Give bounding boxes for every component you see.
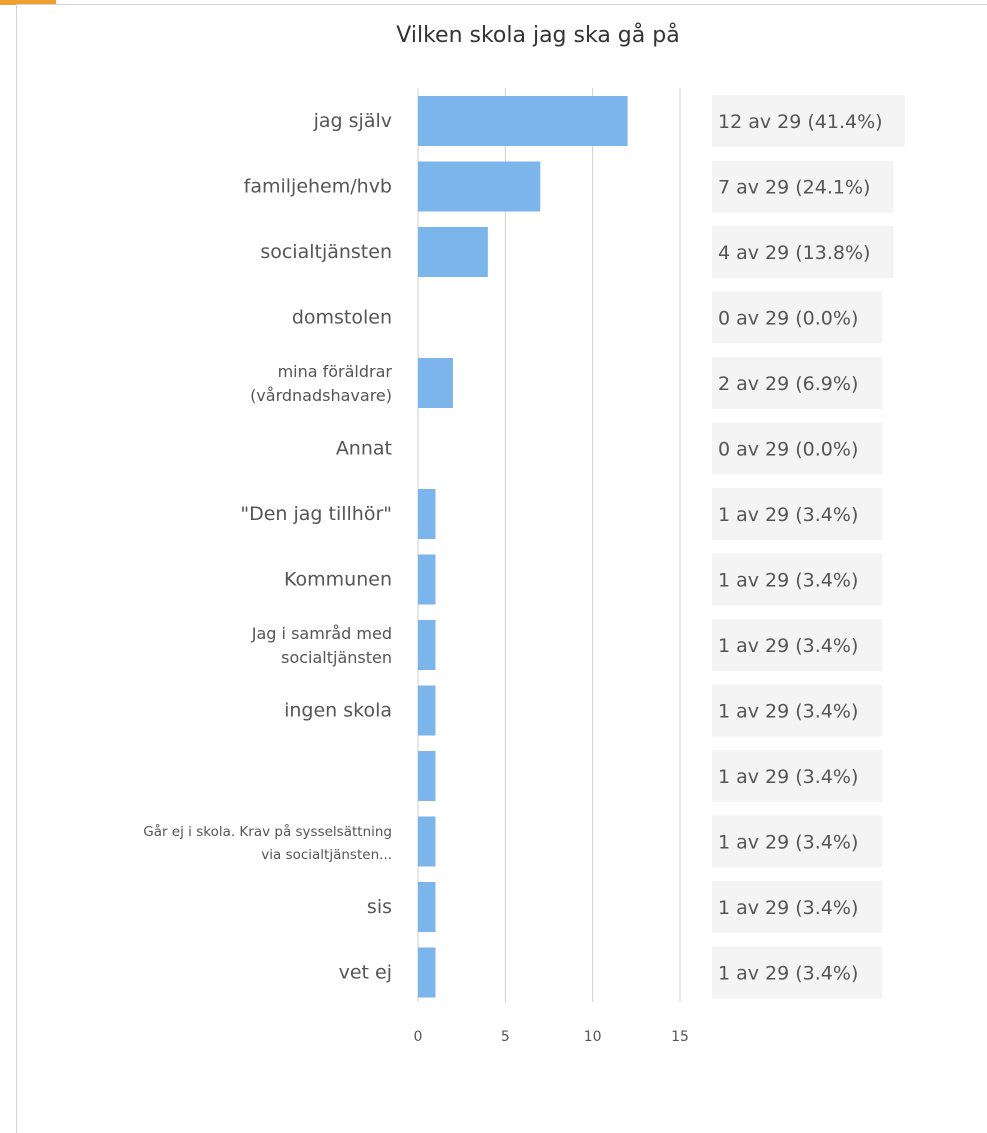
x-tick-label-1: 5 [501,1029,510,1045]
frame-border-top [16,4,987,5]
frame-border-left [16,4,17,1133]
value-label-6: 1 av 29 (3.4%) [718,504,858,526]
category-label-2-line-0: socialtjänsten [260,241,392,263]
bar-9 [418,685,436,736]
category-label-5: Annat [336,438,392,460]
value-label-box-13 [712,946,883,999]
category-label-12: sis [367,896,392,918]
category-label-13: vet ej [339,962,392,984]
category-labels: jag själv familjehem/hvb socialtjänsten dom… [143,110,392,984]
bars-group [418,96,628,998]
category-label-9: ingen skola [284,700,392,722]
category-label-11: Går ej i skola. Krav på sysselsättning vi… [143,823,392,863]
category-label-7: Kommunen [284,569,392,591]
value-label-2: 4 av 29 (13.8%) [718,242,870,264]
bar-4 [418,358,453,408]
category-label-11-line-0: Går ej i skola. Krav på sysselsättning [143,823,392,840]
x-tick-label-0: 0 [414,1029,423,1045]
value-label-box-10 [712,750,883,802]
category-label-4-line-0: mina föräldrar [278,362,393,381]
value-label-1: 7 av 29 (24.1%) [718,177,870,199]
value-label-box-8 [712,619,883,671]
category-label-11-line-1: via socialtjänsten... [261,847,392,863]
value-label-11: 1 av 29 (3.4%) [718,832,858,854]
category-label-4: mina föräldrar (vårdnadshavare) [250,362,392,405]
value-labels: 12 av 29 (41.4%) 7 av 29 (24.1%) 4 av 29 (… [712,95,905,999]
value-label-10: 1 av 29 (3.4%) [718,766,858,788]
value-label-box-12 [712,881,883,933]
value-label-box-3 [712,291,883,344]
x-axis-ticks: 0 5 10 15 [414,1029,689,1045]
category-label-6: "Den jag tillhör" [240,503,392,525]
value-label-box-9 [712,684,883,737]
category-label-12-line-0: sis [367,896,392,918]
value-label-box-1 [712,160,894,213]
bar-2 [418,227,488,277]
value-label-box-7 [712,553,883,606]
value-label-0: 12 av 29 (41.4%) [718,111,883,133]
value-label-box-0 [712,95,905,147]
category-label-3: domstolen [292,307,392,329]
value-label-box-5 [712,422,883,475]
bar-1 [418,161,541,212]
bar-0 [418,96,628,146]
chart-title: Vilken skola jag ska gå på [396,22,679,48]
bar-8 [418,620,436,670]
value-label-box-6 [712,488,883,540]
category-label-5-line-0: Annat [336,438,392,460]
value-label-8: 1 av 29 (3.4%) [718,635,858,657]
category-label-7-line-0: Kommunen [284,569,392,591]
category-label-4-line-1: (vårdnadshavare) [250,386,392,405]
value-label-4: 2 av 29 (6.9%) [718,373,858,395]
value-label-box-4 [712,357,883,409]
category-label-0-line-0: jag själv [313,110,392,132]
bar-13 [418,947,436,998]
value-label-3: 0 av 29 (0.0%) [718,308,858,330]
x-tick-label-3: 15 [671,1029,689,1045]
grid-lines [417,88,681,1002]
corner-accent [0,0,56,5]
bar-10 [418,751,436,801]
bar-6 [418,489,436,539]
category-label-9-line-0: ingen skola [284,700,392,722]
category-label-13-line-0: vet ej [339,962,392,984]
value-label-box-2 [712,226,894,278]
category-label-6-line-0: "Den jag tillhör" [240,503,392,525]
value-label-5: 0 av 29 (0.0%) [718,439,858,461]
category-label-8: Jag i samråd med socialtjänsten [251,624,392,667]
x-tick-label-2: 10 [584,1029,602,1045]
category-label-8-line-1: socialtjänsten [281,648,392,667]
value-label-9: 1 av 29 (3.4%) [718,701,858,723]
value-label-13: 1 av 29 (3.4%) [718,963,858,985]
category-label-1: familjehem/hvb [244,176,392,198]
category-label-2: socialtjänsten [260,241,392,263]
bar-12 [418,882,436,932]
value-label-7: 1 av 29 (3.4%) [718,570,858,592]
category-label-8-line-0: Jag i samråd med [251,624,392,643]
category-label-0: jag själv [313,110,392,132]
bar-11 [418,816,436,867]
category-label-3-line-0: domstolen [292,307,392,329]
value-label-12: 1 av 29 (3.4%) [718,897,858,919]
category-label-1-line-0: familjehem/hvb [244,176,392,198]
bar-7 [418,554,436,605]
value-label-box-11 [712,815,883,868]
